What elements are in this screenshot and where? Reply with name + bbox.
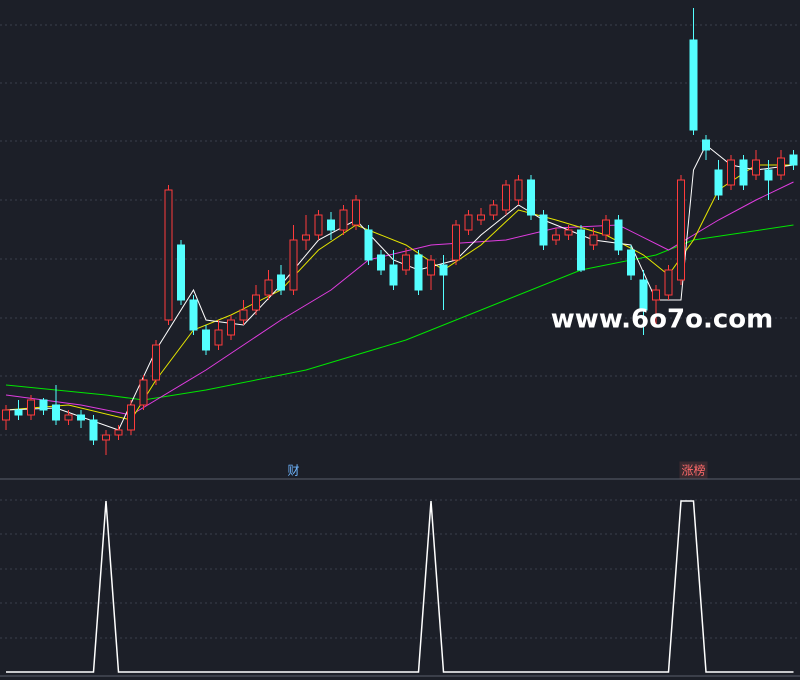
candle-body [64,414,73,421]
candle-body [327,219,335,231]
event-marker: 财 [287,464,299,478]
candle-body [114,429,123,436]
candle-body [727,159,735,186]
candle-body [777,157,785,176]
candle-body [302,234,310,241]
candle-body [2,409,10,421]
candle-body [477,214,485,221]
candle-body [627,249,635,276]
candle-body [764,169,773,181]
candle-body [677,179,685,281]
marker-box [679,461,708,479]
candle-body [552,234,560,241]
candle-body [439,264,448,276]
candle-body [102,434,110,441]
ma-line [5,164,794,421]
candle-body [27,399,35,416]
candle-body [514,179,523,201]
candle-body [127,404,135,431]
candle-body [214,329,223,346]
candle-body [652,289,660,301]
candle-body [339,209,348,231]
ma-line [5,181,794,416]
candle-body [14,409,23,416]
candle-body [702,139,710,151]
candle-body [139,379,148,406]
candle-body [739,159,748,186]
candle-body [427,259,435,276]
candle-body [577,229,585,271]
grid [0,24,800,677]
candle-body [689,39,698,131]
candle-body [539,214,548,246]
candle-body [789,154,798,166]
candle-body [639,279,648,311]
candle-body [614,219,623,251]
candle-body [589,234,598,246]
candle-body [277,274,285,291]
candle-body [289,239,298,291]
candle-body [664,269,673,296]
candle-body [602,219,610,236]
event-marker: 涨榜 [681,463,705,478]
watermark: www.6o7o.com [551,305,773,335]
candle-body [52,404,60,421]
signal-line [6,500,794,673]
candle-body [239,309,248,321]
candle-body [152,344,160,381]
candle-body [564,229,573,236]
candle-body [39,399,48,411]
candle-body [164,189,173,321]
candle-body [189,299,198,331]
candle-body [452,224,460,261]
candle-body [389,264,398,286]
candle-body [464,214,473,231]
candle-body [714,169,723,196]
candle-body [177,244,185,301]
candle-body [752,159,760,176]
candle-body [402,254,410,271]
candle-body [364,229,373,261]
candle-body [89,419,98,441]
candle-body [377,254,385,271]
candle-body [77,414,85,421]
candle-body [314,214,323,236]
ma-line [5,144,794,431]
candle-body [352,199,360,226]
candle-body [414,254,423,291]
candle-body [227,319,235,336]
candle-body [202,329,210,351]
candle-body [502,184,510,211]
candle-body [264,279,273,296]
candle-body [527,179,535,216]
candle-body [489,204,498,216]
candle-body [252,294,260,311]
